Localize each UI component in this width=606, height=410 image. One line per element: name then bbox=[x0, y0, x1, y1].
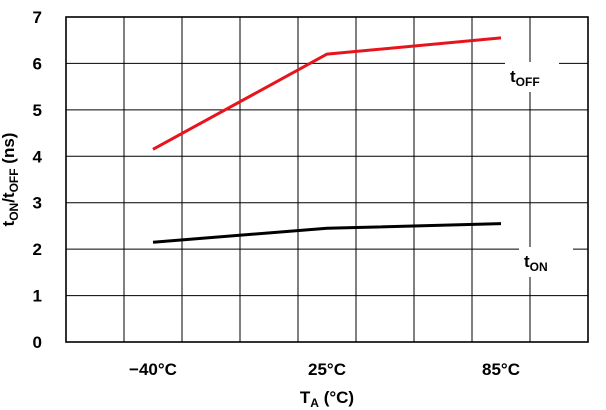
x-tick-label: −40°C bbox=[129, 360, 177, 379]
y-tick-label: 7 bbox=[33, 8, 42, 27]
series-line-on bbox=[152, 222, 502, 244]
series-line-off bbox=[152, 36, 502, 151]
series-lines bbox=[152, 36, 502, 244]
y-tick-label: 6 bbox=[33, 54, 42, 73]
x-tick-label: 85°C bbox=[482, 360, 520, 379]
y-tick-label: 1 bbox=[33, 287, 42, 306]
y-tick-label: 4 bbox=[33, 147, 43, 166]
plot-frame bbox=[65, 16, 589, 343]
y-tick-labels: 0 1 2 3 4 5 6 7 bbox=[33, 8, 43, 352]
x-axis-title: TA (°C) bbox=[300, 388, 354, 410]
x-tick-labels: −40°C 25°C 85°C bbox=[129, 360, 520, 379]
series-label-ton-background bbox=[519, 247, 573, 277]
y-tick-label: 0 bbox=[33, 333, 42, 352]
grid-lines bbox=[66, 17, 588, 342]
y-tick-label: 2 bbox=[33, 240, 42, 259]
y-tick-label: 5 bbox=[33, 101, 42, 120]
y-axis-title: tON/tOFF (ns) bbox=[0, 133, 21, 227]
series-label-ton: tON bbox=[524, 252, 548, 274]
series-label-toff-background bbox=[505, 62, 559, 92]
x-tick-label: 25°C bbox=[308, 360, 346, 379]
y-tick-label: 3 bbox=[33, 194, 42, 213]
series-label-toff: tOFF bbox=[510, 67, 540, 89]
